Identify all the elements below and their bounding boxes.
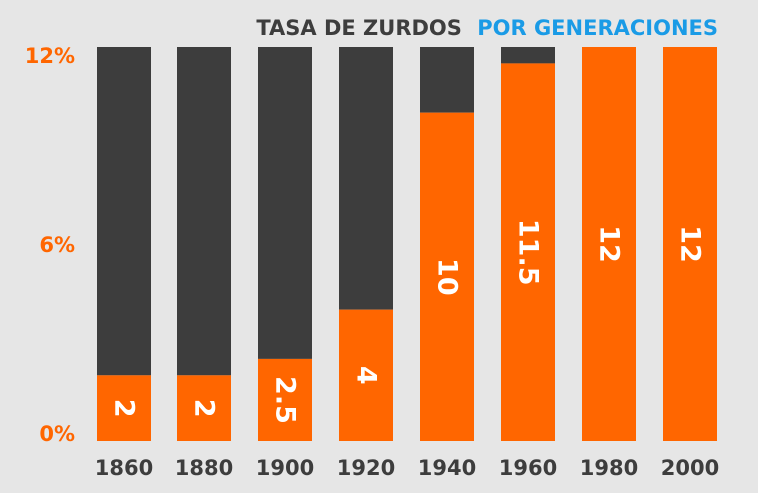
y-tick-label: 0% [39, 422, 75, 446]
data-label: 2.5 [270, 376, 301, 424]
x-tick-label: 1860 [95, 456, 153, 480]
bar [177, 375, 231, 441]
x-tick-label: 1940 [418, 456, 476, 480]
y-axis: 0% 6% 12% [25, 44, 75, 446]
bar [258, 358, 312, 441]
data-label: 11.5 [513, 219, 544, 286]
x-tick-label: 1920 [337, 456, 395, 480]
bar [501, 63, 555, 442]
bar-remainder [420, 47, 474, 113]
bars: 2 2 2.5 4 10 11.5 12 12 [97, 47, 717, 442]
data-label: 10 [432, 258, 463, 296]
x-axis: 1860 1880 1900 1920 1940 1960 1980 2000 [95, 456, 719, 480]
x-tick-label: 2000 [661, 456, 719, 480]
y-tick-label: 6% [39, 233, 75, 257]
bar-remainder [97, 47, 151, 376]
chart-title: TASA DE ZURDOS POR GENERACIONES [256, 16, 718, 40]
bar-remainder [177, 47, 231, 376]
x-tick-label: 1880 [175, 456, 233, 480]
bar [97, 375, 151, 441]
bar [582, 47, 636, 441]
bar [663, 47, 717, 441]
x-tick-label: 1980 [580, 456, 638, 480]
x-tick-label: 1960 [499, 456, 557, 480]
bar-remainder [339, 47, 393, 310]
bar-remainder [501, 47, 555, 64]
data-label: 12 [675, 225, 706, 263]
chart-title-part-2: POR GENERACIONES [477, 16, 718, 40]
data-label: 2 [189, 399, 220, 418]
chart-title-part-1: TASA DE ZURDOS [256, 16, 462, 40]
bar [420, 112, 474, 442]
data-label: 12 [594, 225, 625, 263]
bar [339, 309, 393, 441]
bar-remainder [258, 47, 312, 359]
x-tick-label: 1900 [256, 456, 314, 480]
y-tick-label: 12% [25, 44, 75, 68]
data-label: 2 [109, 399, 140, 418]
data-label: 4 [351, 366, 382, 385]
